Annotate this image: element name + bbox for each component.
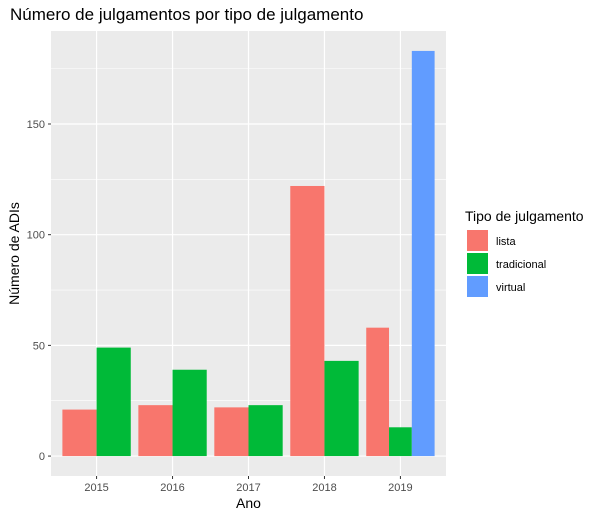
y-axis: 0 50 100 150 <box>27 119 51 463</box>
y-tick-label: 50 <box>33 340 45 352</box>
bar-virtual-2019 <box>411 50 435 457</box>
x-tick-label: 2018 <box>312 482 336 494</box>
bar-lista-2019 <box>366 327 390 457</box>
y-tick-label: 0 <box>39 451 45 463</box>
x-tick-label: 2017 <box>236 482 260 494</box>
legend-key-tradicional <box>467 253 488 274</box>
legend: Tipo de julgamento lista tradicional virtu… <box>465 208 584 297</box>
y-tick-label: 100 <box>27 230 45 242</box>
bars <box>62 50 435 457</box>
bar-lista-2016 <box>138 405 173 457</box>
bar-lista-2018 <box>290 185 325 457</box>
chart-title: Número de julgamentos por tipo de julgam… <box>10 5 363 24</box>
bar-tradicional-2017 <box>248 405 283 457</box>
bar-tradicional-2016 <box>172 369 207 457</box>
x-tick-label: 2019 <box>388 482 412 494</box>
x-axis: 2015 2016 2017 2018 2019 <box>84 476 413 494</box>
bar-lista-2017 <box>214 407 249 457</box>
legend-label-tradicional: tradicional <box>496 259 546 271</box>
bar-tradicional-2015 <box>96 347 131 457</box>
x-axis-title: Ano <box>236 495 261 511</box>
x-tick-label: 2015 <box>84 482 108 494</box>
legend-key-lista <box>467 230 488 251</box>
y-tick-label: 150 <box>27 119 45 131</box>
x-tick-label: 2016 <box>160 482 184 494</box>
bar-tradicional-2018 <box>324 360 359 457</box>
legend-label-lista: lista <box>496 236 516 248</box>
bar-tradicional-2019 <box>389 427 412 457</box>
y-axis-title: Número de ADIs <box>6 202 22 305</box>
legend-label-virtual: virtual <box>496 282 525 294</box>
bar-lista-2015 <box>62 409 97 457</box>
legend-title: Tipo de julgamento <box>465 208 584 224</box>
legend-key-virtual <box>467 276 488 297</box>
